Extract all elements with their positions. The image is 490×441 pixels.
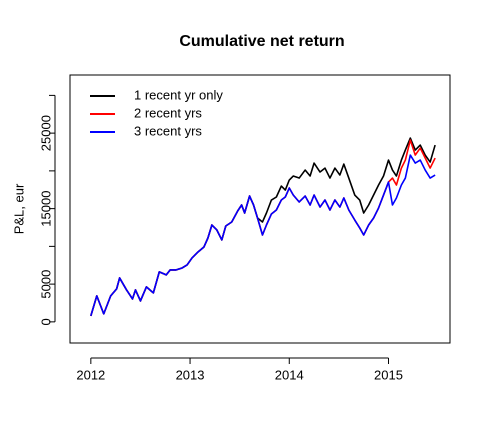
y-axis-label: P&L, eur: [11, 183, 26, 234]
x-tick-label: 2013: [176, 367, 205, 382]
chart-title: Cumulative net return: [179, 33, 344, 50]
x-tick-label: 2012: [76, 367, 105, 382]
series-line: [90, 139, 436, 317]
series-line: [90, 137, 436, 317]
legend-label: 1 recent yr only: [134, 87, 223, 102]
y-tick-label: 15000: [38, 191, 53, 227]
y-tick-label: 5000: [38, 270, 53, 299]
plot-box: [69, 74, 451, 344]
x-tick-label: 2015: [374, 367, 403, 382]
x-tick-label: 2014: [275, 367, 304, 382]
series-line: [90, 154, 436, 317]
legend-label: 3 recent yrs: [134, 123, 202, 138]
legend-label: 2 recent yrs: [134, 105, 202, 120]
y-tick-label: 0: [38, 318, 53, 325]
y-tick-label: 25000: [38, 115, 53, 151]
